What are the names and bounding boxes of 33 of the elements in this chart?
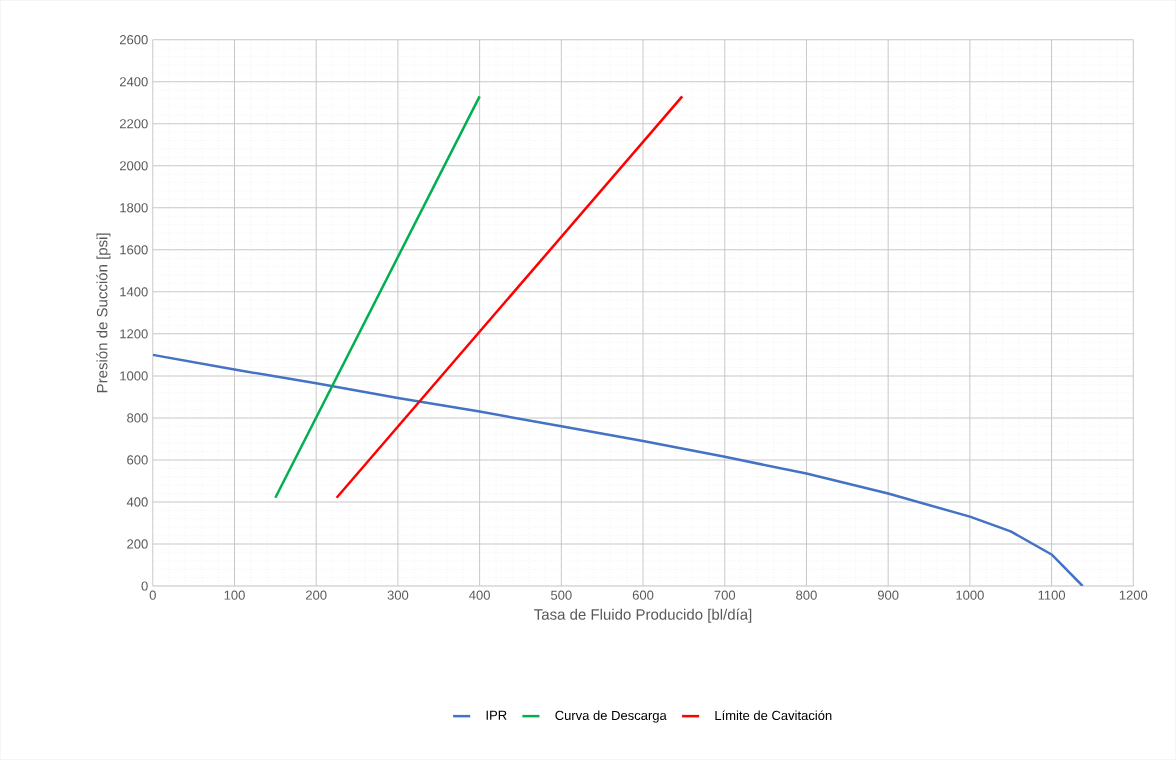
y-tick-label: 2000 [119,161,148,171]
y-tick-label: 1200 [120,329,148,339]
y-tick-label: 2600 [119,35,148,45]
x-tick-label: 600 [632,590,654,600]
x-tick-label: 0 [149,590,156,600]
line-series [152,353,1084,587]
legend-label: Límite de Cavitación [715,710,832,721]
x-axis-title: Tasa de Fluido Producido [bl/día] [534,608,752,623]
y-axis-title: Presión de Succión [psi] [96,233,111,393]
x-tick-label: 1100 [1038,590,1066,600]
y-tick-label: 600 [127,455,148,465]
y-tick-label: 0 [141,581,148,591]
y-tick-label: 400 [126,497,148,507]
x-tick-label: 1200 [1119,590,1148,600]
y-tick-label: 1800 [120,203,148,213]
y-tick-label: 200 [127,539,148,549]
x-tick-label: 900 [877,590,899,600]
y-tick-label: 800 [127,413,148,423]
x-tick-label: 100 [224,590,245,600]
legend-label: Curva de Descarga [555,710,667,723]
x-tick-label: 200 [306,590,327,600]
y-tick-label: 2200 [119,119,148,129]
legend-label: IPR [486,710,507,720]
x-tick-label: 300 [387,590,409,600]
y-tick-label: 1400 [120,287,148,297]
x-tick-label: 400 [469,590,490,600]
x-tick-label: 800 [796,590,817,600]
y-tick-label: 2400 [119,77,148,87]
x-tick-label: 500 [550,590,572,600]
y-tick-label: 1600 [120,245,148,255]
x-tick-label: 700 [714,590,736,600]
x-tick-label: 1000 [956,590,984,600]
y-tick-label: 1000 [120,371,148,381]
